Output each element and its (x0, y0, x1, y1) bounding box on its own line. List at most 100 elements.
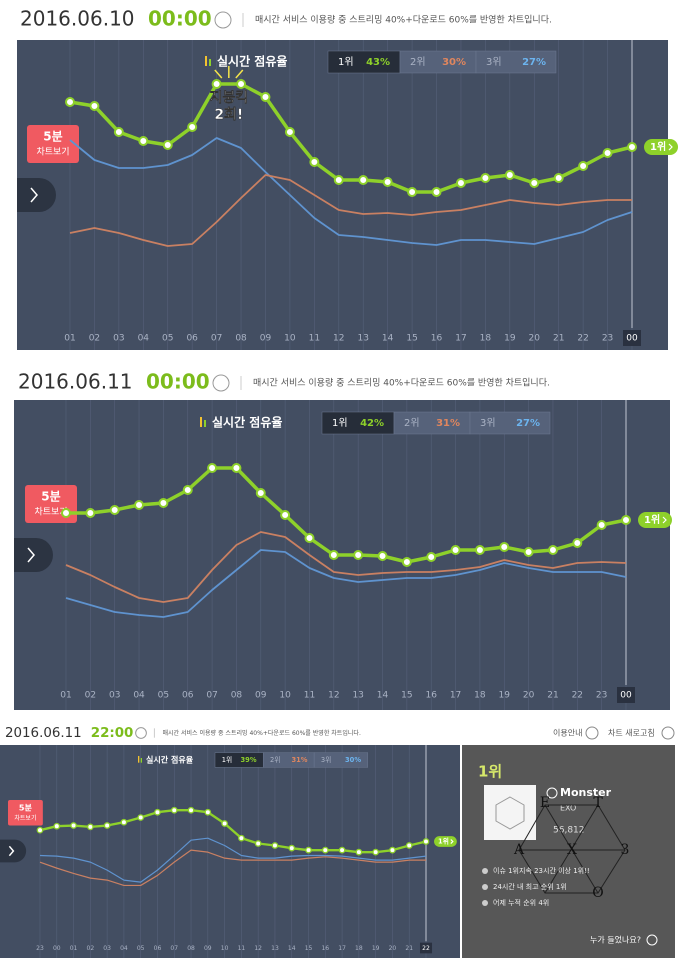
rank-tab[interactable] (313, 752, 369, 768)
note: 매시간 서비스 이용량 중 스트리밍 40%+다운로드 60%를 반영한 차트입… (162, 729, 361, 737)
arrow-glyph (8, 845, 15, 857)
x-tick-label: 20 (529, 334, 541, 344)
point (271, 842, 279, 849)
point (120, 818, 128, 826)
point (113, 127, 124, 137)
point (221, 820, 228, 827)
chart-5min-button[interactable] (8, 800, 43, 826)
arrow-icon[interactable] (646, 934, 658, 946)
x-tick-label: 21 (553, 334, 564, 344)
rank-tab-share: 42% (360, 418, 384, 429)
annotation-spark (214, 69, 223, 79)
series-line (39, 837, 427, 883)
x-tick-label: 21 (405, 945, 413, 952)
x-tick-label: 21 (547, 691, 558, 701)
bullet (482, 884, 488, 890)
point (596, 520, 607, 530)
point (499, 542, 510, 552)
point (621, 515, 631, 525)
point (288, 844, 296, 852)
x-tick-label: 03 (113, 334, 124, 344)
point (553, 173, 564, 183)
point (280, 510, 291, 520)
point (254, 840, 262, 847)
point (260, 92, 271, 102)
x-tick-label: 12 (333, 334, 344, 344)
fact: 24시간 내 최고 순위 1위 (493, 882, 567, 891)
rank-tab-label: 3위 (321, 756, 331, 764)
time: 22:00 (91, 726, 134, 741)
time-dropdown[interactable] (212, 374, 230, 392)
x-tick-label: 10 (284, 334, 296, 344)
x-tick-label: 22 (577, 334, 588, 344)
point (187, 806, 195, 814)
point (309, 157, 320, 167)
x-tick-label: 10 (221, 945, 229, 952)
x-tick-label: 19 (504, 334, 516, 344)
point (53, 822, 61, 830)
overlay-letter: X (567, 842, 577, 858)
x-tick-label: 08 (187, 945, 195, 952)
point (355, 848, 363, 856)
chart-5min-button[interactable] (27, 125, 79, 163)
footer-link[interactable]: 누가 들었나요? (590, 935, 641, 945)
x-tick-label: 13 (352, 691, 363, 701)
point (480, 173, 491, 183)
play-icon[interactable] (546, 787, 558, 799)
point (333, 175, 344, 185)
point (523, 547, 534, 557)
button-text: 차트보기 (34, 506, 67, 518)
point (65, 97, 75, 107)
bullet (482, 868, 488, 874)
x-tick-label: 08 (235, 334, 247, 344)
point (304, 533, 315, 543)
point (182, 485, 193, 495)
x-tick-label: 23 (596, 691, 607, 701)
x-tick-label: 23 (602, 334, 613, 344)
x-tick-label: 16 (431, 334, 443, 344)
legend-icon (138, 755, 140, 763)
legend-icon (200, 417, 202, 427)
point (236, 79, 247, 89)
header-link[interactable]: 이용안내 (553, 728, 582, 738)
point (372, 848, 380, 856)
rank-tab[interactable] (469, 411, 551, 435)
time-dropdown[interactable] (214, 11, 232, 29)
song-title[interactable]: Monster (560, 786, 612, 799)
x-tick-label: 23 (36, 945, 44, 952)
point (627, 142, 637, 152)
album-cover[interactable] (484, 785, 536, 840)
refresh-icon[interactable] (661, 726, 675, 740)
point (401, 557, 412, 567)
x-tick-label: 19 (372, 945, 380, 952)
x-tick-label: 05 (162, 334, 173, 344)
point (86, 823, 94, 831)
x-tick-label: 12 (254, 945, 262, 952)
x-tick-label: 04 (133, 691, 145, 701)
header-link[interactable]: 차트 새로고침 (608, 729, 655, 738)
point (70, 822, 77, 829)
artist[interactable]: EXO (560, 804, 576, 813)
rank-tab[interactable] (475, 50, 557, 74)
x-tick-label: 00 (626, 334, 638, 344)
rank-tab-share: 30% (442, 57, 466, 68)
x-tick-label: 02 (87, 945, 95, 952)
point (431, 187, 442, 197)
point (572, 538, 583, 548)
series-line (69, 137, 633, 246)
series-line (65, 549, 627, 618)
rank-tab-label: 3위 (486, 55, 502, 68)
x-tick-label: 18 (474, 691, 486, 701)
info-icon[interactable] (585, 726, 599, 740)
x-tick-label: 07 (211, 334, 222, 344)
point (36, 826, 44, 834)
x-tick-label: 15 (401, 691, 412, 701)
button-text: 차트보기 (36, 146, 69, 158)
point (187, 122, 198, 132)
overlay-letter: E (540, 795, 550, 811)
time-dropdown[interactable] (135, 727, 147, 739)
overlay-letter: 3 (621, 842, 630, 858)
x-tick-label: 08 (231, 691, 243, 701)
side-panel (462, 745, 675, 958)
series-line (65, 531, 627, 603)
